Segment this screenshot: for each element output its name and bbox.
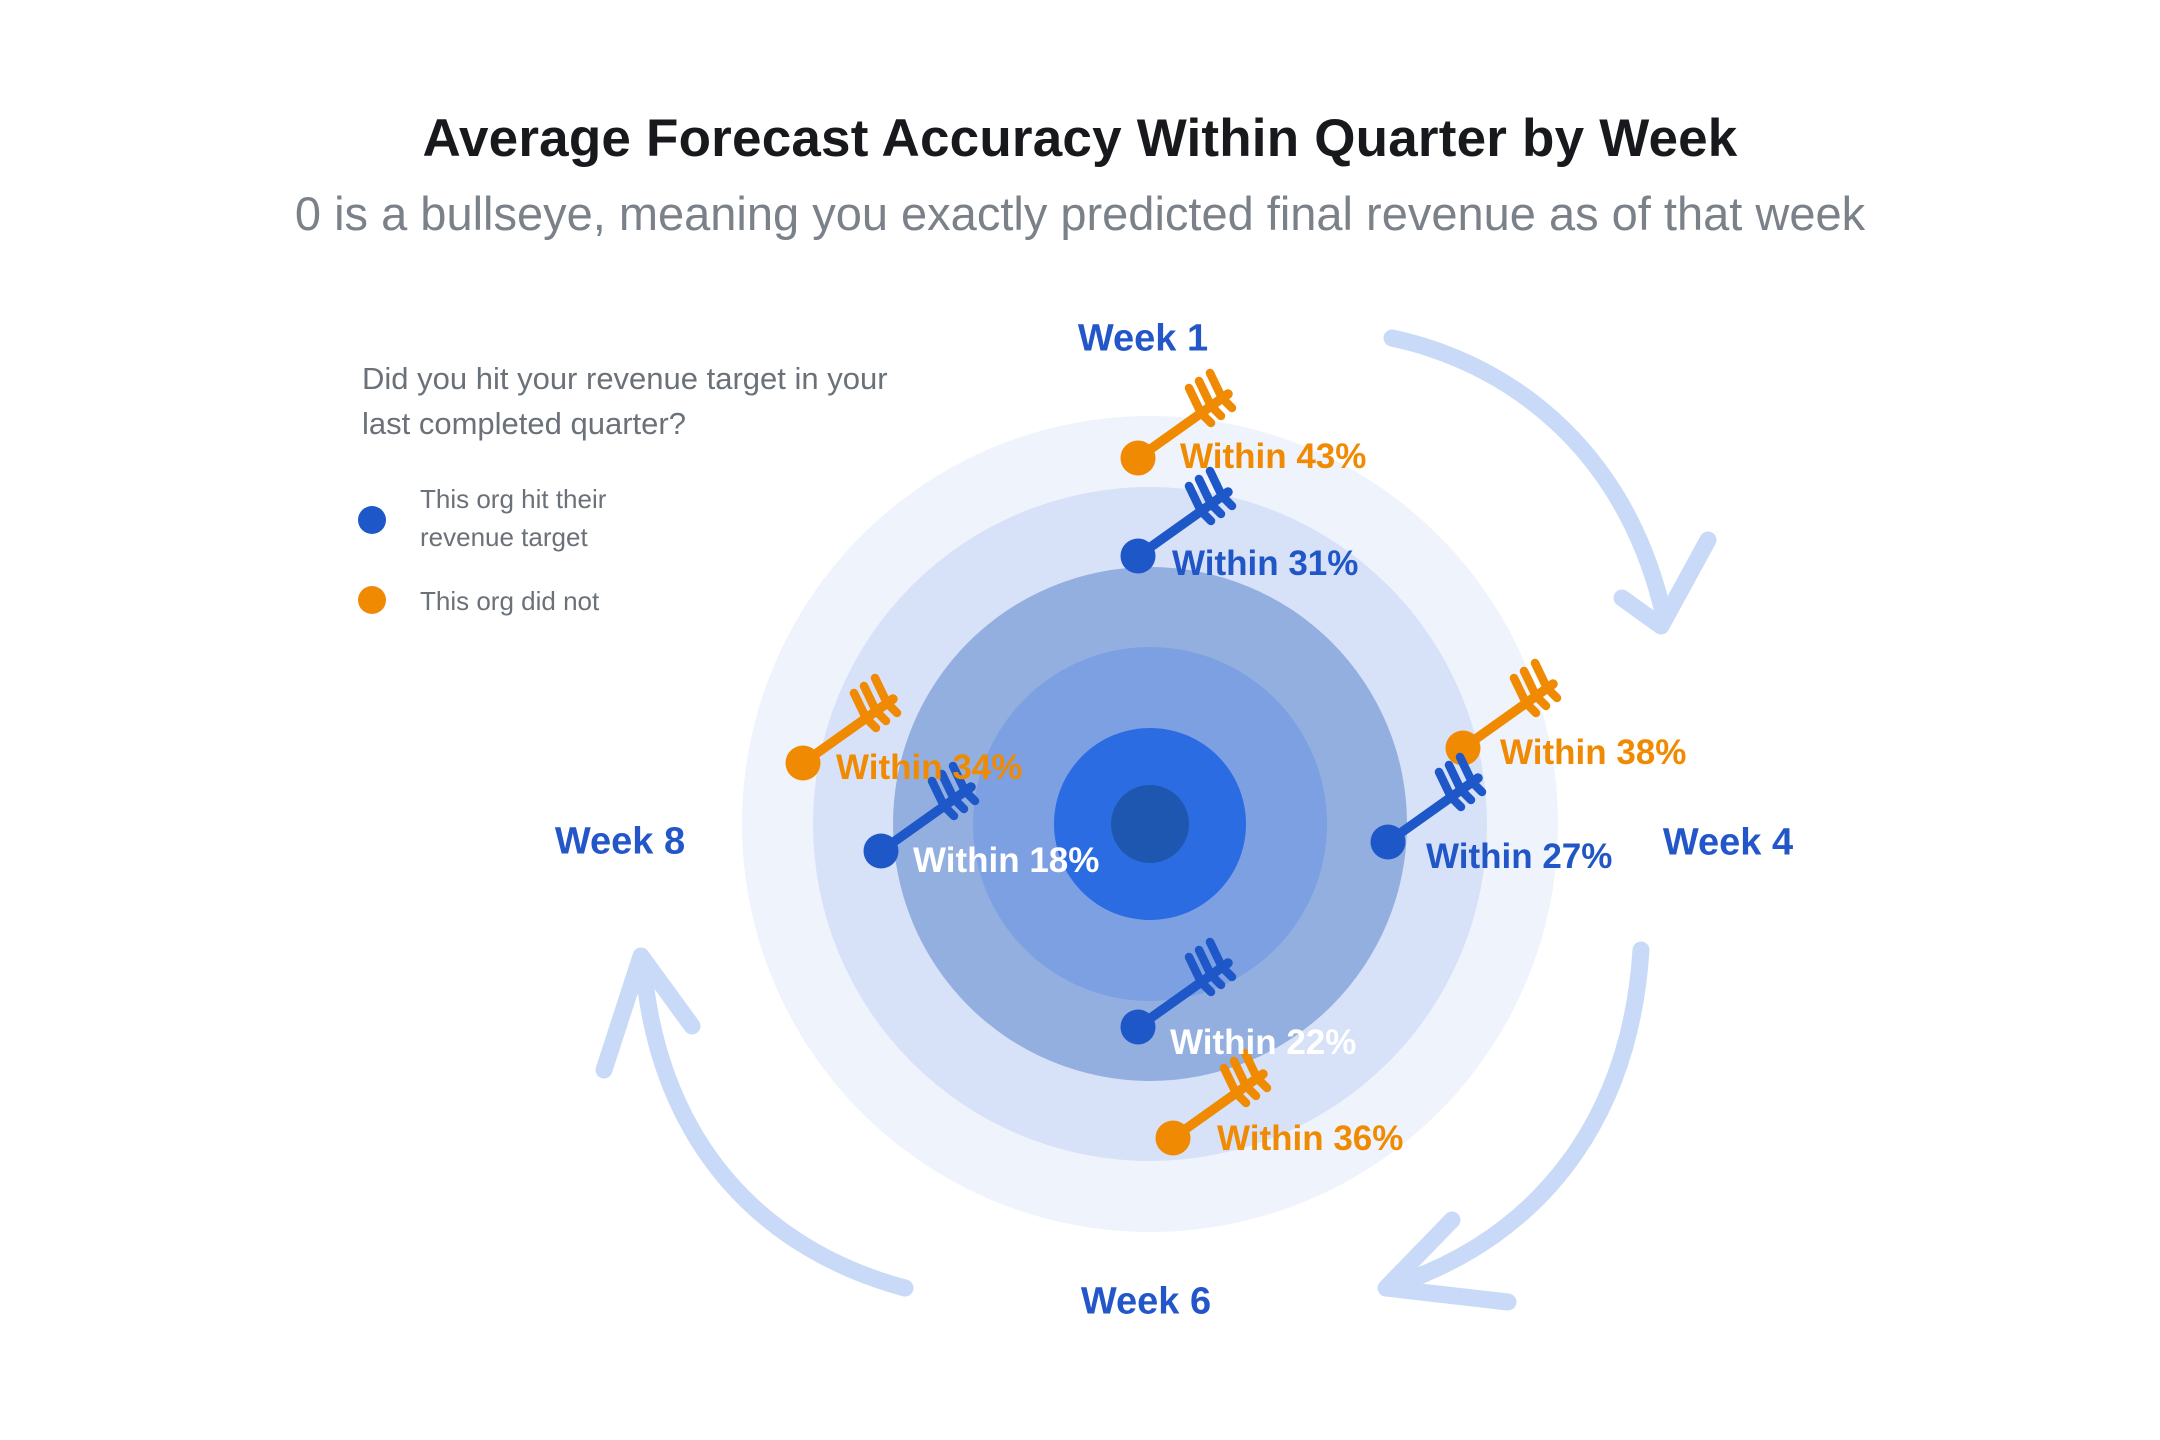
- page-title: Average Forecast Accuracy Within Quarter…: [422, 109, 1738, 168]
- point-label-week6-hit: Within 22%: [1170, 1023, 1357, 1062]
- point-label-week4-missed: Within 38%: [1500, 733, 1687, 772]
- flow-arrow-week4-to-week6: [1377, 941, 1650, 1311]
- page-subtitle: 0 is a bullseye, meaning you exactly pre…: [294, 187, 1866, 240]
- week-label-8: Week 8: [554, 820, 686, 863]
- point-label-week4-hit: Within 27%: [1426, 837, 1613, 876]
- week-label-1: Week 1: [1077, 317, 1209, 360]
- point-label-week1-hit: Within 31%: [1172, 544, 1359, 583]
- legend-question: Did you hit your revenue target in your …: [362, 361, 888, 441]
- miss-series-swatch: [358, 586, 386, 614]
- legend-item-hit-label: This org hit their revenue target: [420, 484, 607, 552]
- week-label-6: Week 6: [1080, 1280, 1212, 1323]
- point-label-week8-hit: Within 18%: [913, 841, 1100, 880]
- legend-item-miss-label: This org did not: [420, 586, 600, 616]
- hit-series-swatch: [358, 506, 386, 534]
- bullseye-center: [1111, 785, 1189, 863]
- bullseye-rings: [742, 416, 1558, 1232]
- week-label-4: Week 4: [1662, 821, 1794, 864]
- point-label-week1-missed: Within 43%: [1180, 437, 1367, 476]
- point-label-week8-missed: Within 34%: [836, 748, 1023, 787]
- flow-arrow-week1-to-week4: [1383, 329, 1717, 635]
- flow-arrow-week6-to-week8: [595, 947, 914, 1297]
- point-label-week6-missed: Within 36%: [1217, 1119, 1404, 1158]
